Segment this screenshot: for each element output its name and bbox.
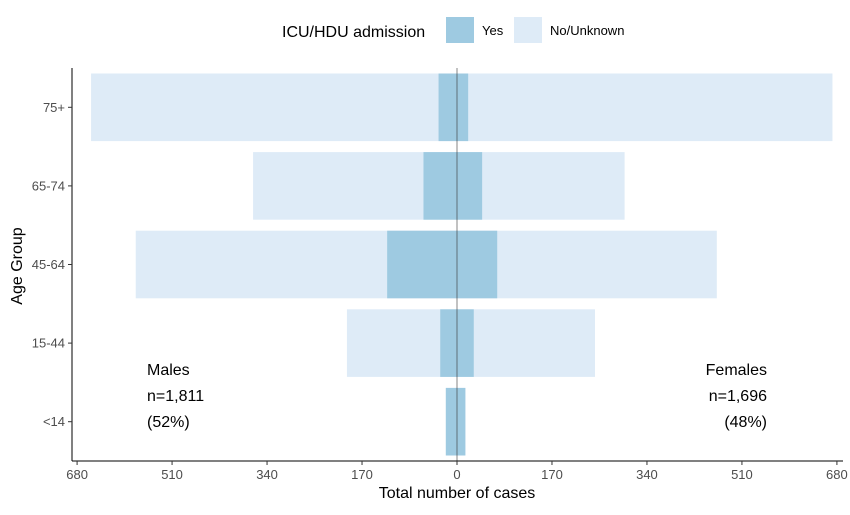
females-label: Females xyxy=(706,362,767,379)
x-tick-label: 680 xyxy=(66,467,88,482)
bar-male-yes-14 xyxy=(445,387,457,456)
bar-male-no-unknown-15-44 xyxy=(346,309,457,377)
males-label: Males xyxy=(147,362,190,379)
y-tick-label: 75+ xyxy=(43,100,65,115)
y-tick-label: 65-74 xyxy=(32,178,65,193)
males-percent: (52%) xyxy=(147,414,190,431)
females-count: n=1,696 xyxy=(709,388,767,405)
legend-swatch-no-unknown xyxy=(514,17,542,43)
y-axis-title: Age Group xyxy=(9,227,26,304)
bar-female-yes-14 xyxy=(457,387,466,456)
legend-swatch-yes xyxy=(446,17,474,43)
x-tick-label: 170 xyxy=(541,467,563,482)
legend-label-no-unknown: No/Unknown xyxy=(550,23,624,38)
legend: ICU/HDU admission Yes No/Unknown xyxy=(282,17,624,43)
legend-title: ICU/HDU admission xyxy=(282,24,425,41)
bar-male-yes-45-64 xyxy=(387,230,457,299)
males-count: n=1,811 xyxy=(147,388,204,405)
x-tick-label: 510 xyxy=(161,467,183,482)
bar-male-yes-75 xyxy=(438,73,457,142)
x-tick-label: 170 xyxy=(351,467,373,482)
bar-male-no-unknown-65-74 xyxy=(253,152,457,220)
bar-female-no-unknown-65-74 xyxy=(457,152,625,220)
bars xyxy=(91,73,833,456)
bar-female-no-unknown-45-64 xyxy=(457,230,717,299)
bar-female-yes-65-74 xyxy=(457,152,483,220)
bar-male-yes-65-74 xyxy=(423,152,457,220)
x-tick-label: 340 xyxy=(636,467,658,482)
y-ticks: <14 15-44 45-64 65-74 75+ xyxy=(32,100,72,429)
bar-male-yes-15-44 xyxy=(440,309,457,377)
females-percent: (48%) xyxy=(724,414,767,431)
males-annotation: Males n=1,811 (52%) xyxy=(147,362,204,431)
x-ticks: 680 510 340 170 0 170 340 510 680 xyxy=(66,461,848,482)
x-axis-title: Total number of cases xyxy=(379,485,536,502)
x-tick-label: 680 xyxy=(826,467,848,482)
bar-female-yes-15-44 xyxy=(457,309,474,377)
females-annotation: Females n=1,696 (48%) xyxy=(706,362,767,431)
y-tick-label: 45-64 xyxy=(32,257,65,272)
x-tick-label: 0 xyxy=(453,467,460,482)
bar-female-yes-75 xyxy=(457,73,469,142)
bar-female-no-unknown-75 xyxy=(457,73,833,142)
bar-female-yes-45-64 xyxy=(457,230,498,299)
x-tick-label: 510 xyxy=(731,467,753,482)
legend-label-yes: Yes xyxy=(482,23,504,38)
x-tick-label: 340 xyxy=(256,467,278,482)
bar-female-no-unknown-15-44 xyxy=(457,309,595,377)
y-tick-label: <14 xyxy=(43,414,65,429)
y-tick-label: 15-44 xyxy=(32,336,65,351)
bar-male-no-unknown-75 xyxy=(91,73,457,142)
